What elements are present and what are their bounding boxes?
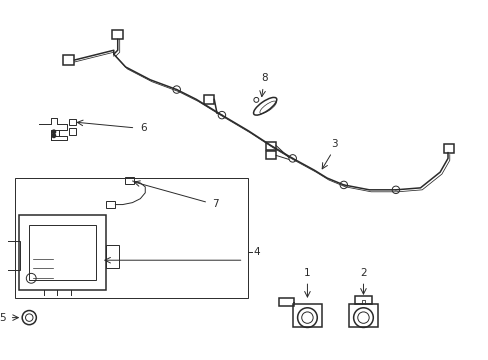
Text: 7: 7: [212, 199, 218, 208]
Text: 8: 8: [260, 73, 267, 83]
Bar: [15, 178, 248, 298]
Bar: [265, 142, 276, 149]
Bar: [443, 144, 453, 153]
Text: 3: 3: [330, 139, 337, 149]
Bar: [125, 177, 134, 184]
Bar: [29, 225, 96, 280]
Bar: [68, 129, 76, 135]
Bar: [348, 304, 377, 328]
Bar: [63, 55, 74, 65]
Bar: [106, 201, 115, 208]
Text: 6: 6: [140, 123, 147, 133]
Text: 2: 2: [360, 268, 366, 278]
Bar: [292, 304, 322, 328]
Bar: [6, 241, 20, 270]
Bar: [278, 298, 293, 306]
Bar: [112, 30, 123, 39]
Bar: [20, 215, 106, 290]
Circle shape: [52, 130, 56, 134]
Bar: [106, 245, 119, 269]
Bar: [68, 118, 76, 125]
Text: 5: 5: [0, 312, 6, 323]
Text: 1: 1: [304, 268, 310, 278]
Bar: [203, 95, 214, 104]
Circle shape: [52, 134, 56, 138]
Text: 4: 4: [253, 247, 260, 257]
Bar: [354, 296, 371, 304]
Bar: [265, 152, 276, 159]
